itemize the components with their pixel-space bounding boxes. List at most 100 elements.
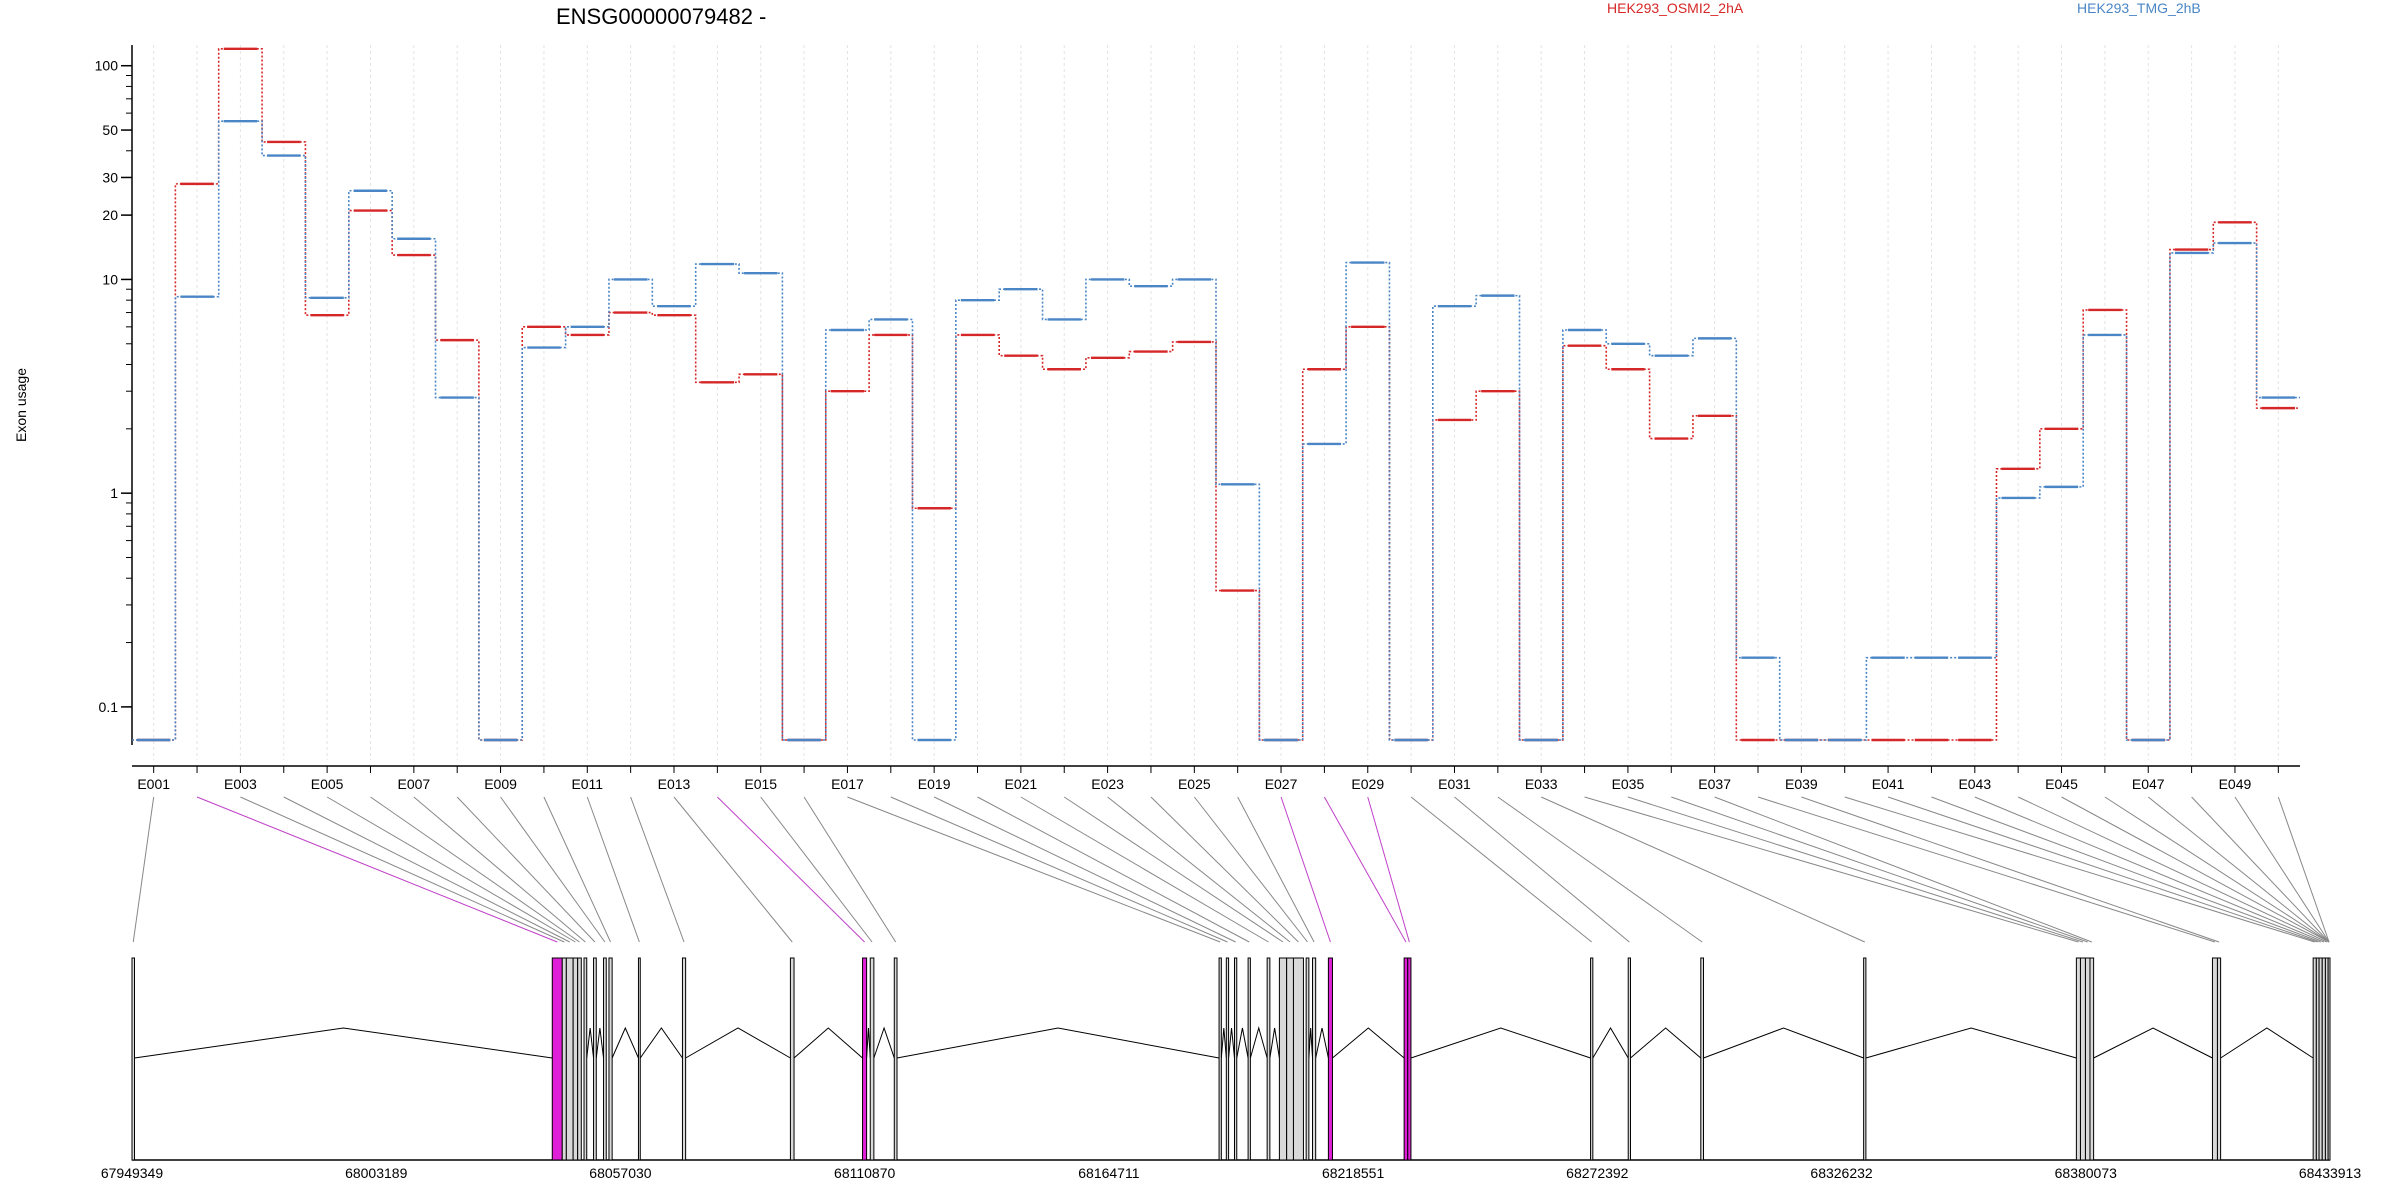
exon-connector bbox=[586, 796, 640, 943]
x-tick-label: E023 bbox=[1091, 776, 1124, 792]
y-tick-label: 30 bbox=[102, 169, 118, 185]
exon-connectors bbox=[132, 796, 2330, 943]
intron-line bbox=[2220, 1027, 2314, 1059]
exon-box-highlighted bbox=[862, 957, 868, 1161]
exon-connector bbox=[1497, 796, 1703, 943]
intron-line bbox=[685, 1027, 791, 1059]
x-tick-label: E021 bbox=[1005, 776, 1038, 792]
exon-connector bbox=[760, 796, 873, 943]
exon-box-highlighted bbox=[1327, 957, 1333, 1161]
genomic-tick-label: 68110870 bbox=[834, 1165, 895, 1181]
y-tick-label: 0.1 bbox=[99, 699, 119, 715]
genomic-tick-label: 68326232 bbox=[1810, 1165, 1873, 1181]
x-tick-label: E025 bbox=[1178, 776, 1211, 792]
exon-box bbox=[1627, 957, 1631, 1161]
exon-box bbox=[131, 957, 135, 1161]
intron-line bbox=[1703, 1027, 1864, 1059]
exon-box bbox=[583, 957, 588, 1161]
intron-line bbox=[873, 1026, 895, 1059]
exon-connector bbox=[1844, 796, 2315, 943]
exon-box bbox=[1266, 957, 1271, 1161]
exon-connector bbox=[673, 796, 793, 943]
exon-box bbox=[1305, 957, 1310, 1161]
exon-box bbox=[869, 957, 875, 1161]
exon-connector bbox=[1671, 796, 2088, 943]
exon-connector bbox=[1974, 796, 2325, 943]
x-tick-label: E033 bbox=[1525, 776, 1558, 792]
exon-box bbox=[577, 957, 582, 1161]
genomic-tick-label: 67949349 bbox=[101, 1165, 164, 1181]
intron-line bbox=[595, 1027, 605, 1059]
exon-connector bbox=[2017, 796, 2327, 943]
x-tick-label: E041 bbox=[1872, 776, 1905, 792]
gene-model: 67949349 68003189 68057030 68110870 68164711… bbox=[101, 957, 2361, 1181]
exon-connector bbox=[370, 796, 580, 943]
intron-line bbox=[1228, 1027, 1235, 1059]
genomic-tick-label: 68003189 bbox=[345, 1165, 408, 1181]
y-tick-label: 1 bbox=[110, 485, 118, 501]
x-tick-label: E027 bbox=[1265, 776, 1298, 792]
intron-line bbox=[1249, 1026, 1268, 1059]
exon-connector bbox=[1584, 796, 2079, 943]
intron-line bbox=[1865, 1027, 2077, 1059]
exon-connector bbox=[240, 796, 565, 943]
exon-box bbox=[1590, 957, 1594, 1161]
exon-connector bbox=[1801, 796, 2220, 943]
x-tick-label: E037 bbox=[1698, 776, 1731, 792]
genomic-tick-label: 68272392 bbox=[1566, 1165, 1629, 1181]
exon-connector bbox=[500, 796, 606, 943]
exon-connector bbox=[1757, 796, 2216, 943]
intron-line bbox=[1332, 1027, 1405, 1059]
exon-box bbox=[2216, 957, 2222, 1161]
intron-line bbox=[2093, 1027, 2213, 1059]
exon-box bbox=[2327, 957, 2331, 1161]
exon-box bbox=[608, 957, 613, 1161]
x-tick-label: E039 bbox=[1785, 776, 1818, 792]
series-lines bbox=[132, 47, 2300, 742]
exon-connector bbox=[1714, 796, 2092, 943]
exon-connector bbox=[933, 796, 1236, 943]
exon-box bbox=[1218, 957, 1222, 1161]
x-tick-label: E015 bbox=[744, 776, 777, 792]
exon-box bbox=[681, 957, 687, 1161]
exon-connector bbox=[1627, 796, 2084, 943]
exon-connector bbox=[717, 796, 865, 943]
exon-box bbox=[572, 957, 579, 1161]
chart-title: ENSG00000079482 - bbox=[556, 4, 766, 29]
intron-line bbox=[1236, 1027, 1249, 1059]
x-tick-label: E043 bbox=[1958, 776, 1991, 792]
exon-connector bbox=[283, 796, 570, 943]
exon-box bbox=[593, 957, 597, 1161]
exon-connector bbox=[413, 796, 586, 943]
y-axis-label: Exon usage bbox=[13, 368, 29, 442]
exon-box bbox=[565, 957, 574, 1161]
x-tick-label: E003 bbox=[224, 776, 257, 792]
exon-connector bbox=[132, 796, 155, 943]
exon-connector bbox=[1150, 796, 1299, 943]
exon-connector bbox=[1410, 796, 1593, 943]
exon-connector bbox=[2234, 796, 2330, 943]
exon-connector bbox=[1540, 796, 1865, 943]
x-tick-label: E001 bbox=[137, 776, 170, 792]
y-tick-label: 10 bbox=[102, 271, 118, 287]
genomic-tick-label: 68380073 bbox=[2055, 1165, 2118, 1181]
exon-connector bbox=[1931, 796, 2321, 943]
exon-box bbox=[1292, 957, 1304, 1161]
exon-connector bbox=[2147, 796, 2330, 943]
x-tick-label: E011 bbox=[571, 776, 603, 792]
x-tick-label: E047 bbox=[2132, 776, 2165, 792]
exon-connector bbox=[1887, 796, 2318, 943]
grid-lines bbox=[153, 45, 2279, 760]
exon-box bbox=[1286, 957, 1294, 1161]
exon-box bbox=[2211, 957, 2218, 1161]
exon-box bbox=[893, 957, 898, 1161]
exon-box bbox=[603, 957, 607, 1161]
exon-connector bbox=[977, 796, 1250, 943]
x-tick-label: E031 bbox=[1438, 776, 1471, 792]
intron-line bbox=[134, 1027, 553, 1059]
exon-connector bbox=[847, 796, 1221, 943]
exon-box bbox=[2084, 957, 2091, 1161]
exon-connector bbox=[1237, 796, 1315, 943]
intron-line bbox=[1220, 1027, 1227, 1059]
